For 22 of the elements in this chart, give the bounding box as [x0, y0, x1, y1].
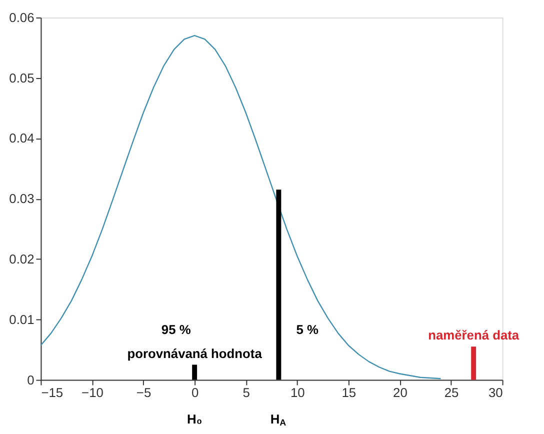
- x-tick-label: 0: [191, 385, 199, 400]
- y-tick-label: 0.05: [9, 70, 34, 86]
- x-tick-label: −15: [41, 385, 64, 400]
- x-tick-label: 5: [242, 385, 250, 400]
- series-label: porovnávaná hodnota: [127, 346, 263, 361]
- x-tick-label: 15: [342, 385, 356, 400]
- y-tick-label: 0.01: [9, 312, 34, 327]
- x-tick-label: 10: [290, 385, 305, 400]
- y-tick-label: 0.06: [9, 10, 34, 25]
- y-tick-label: 0.04: [9, 130, 34, 146]
- x-tick-label: −10: [82, 385, 104, 400]
- x-tick-label: 25: [444, 385, 459, 400]
- y-tick-label: 0: [27, 372, 34, 388]
- annotation: 95 %: [161, 322, 192, 338]
- x-tick-label: 30: [488, 385, 503, 400]
- text: H₀: [187, 411, 202, 426]
- y-tick-label: 0.03: [9, 191, 34, 206]
- annotation: 5 %: [296, 322, 320, 338]
- series-label: naměřená data: [428, 328, 520, 343]
- x-tick-label: 20: [393, 385, 408, 400]
- y-tick-label: 0.02: [9, 251, 34, 266]
- x-tick-label: −5: [136, 385, 152, 400]
